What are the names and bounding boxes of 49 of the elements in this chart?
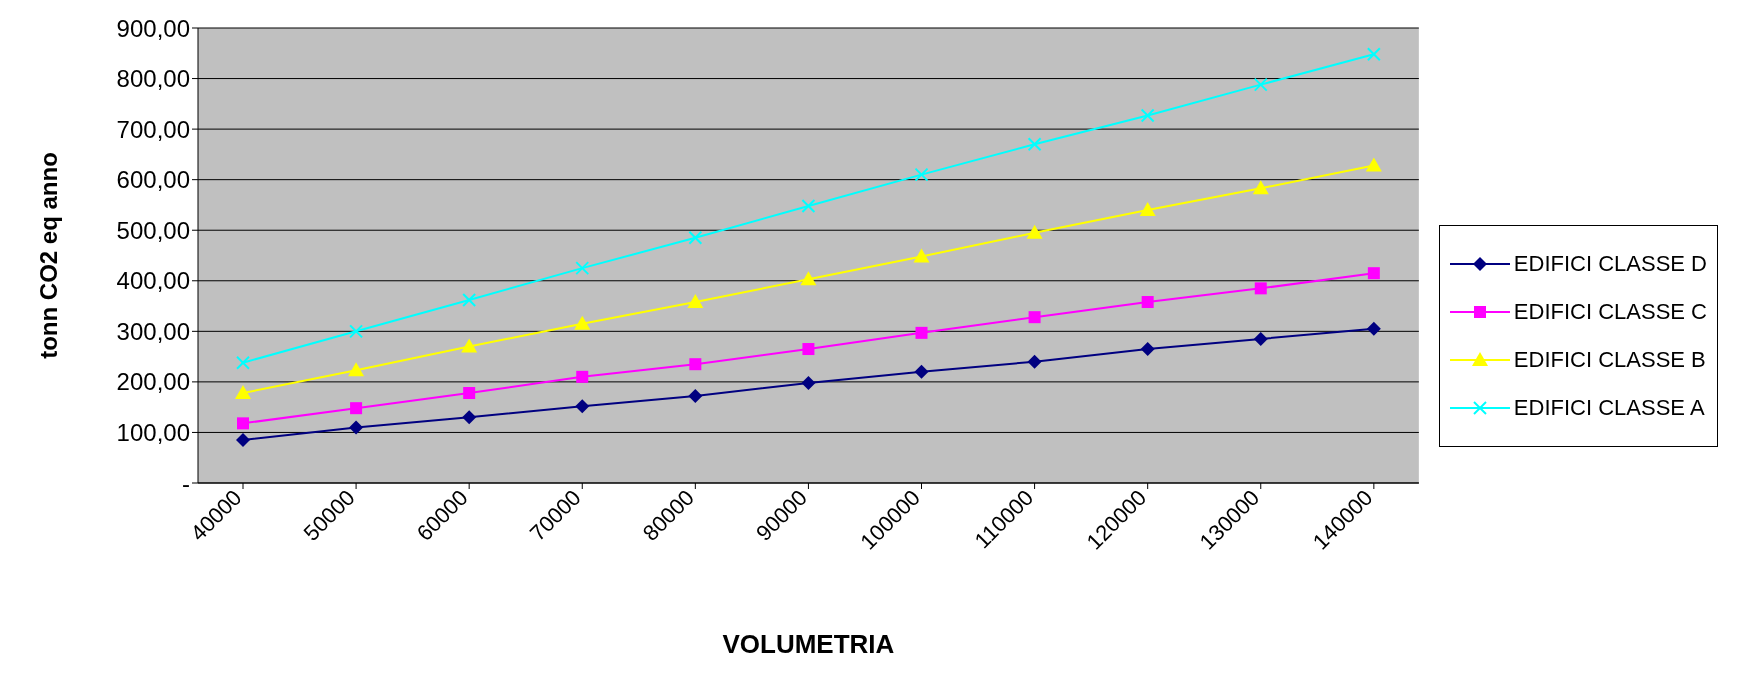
point (1139, 202, 1156, 216)
legend-label: EDIFICI CLASSE C (1513, 298, 1707, 325)
point (1253, 331, 1268, 346)
point (1366, 321, 1381, 336)
point (689, 358, 702, 371)
point (915, 326, 928, 339)
point (1367, 267, 1380, 280)
y-tick-label: 100,00 (116, 418, 190, 446)
point (1365, 157, 1382, 172)
y-tick-label: 700,00 (116, 115, 190, 143)
y-axis-title: tonn CO2 eq anno (34, 152, 62, 359)
point (1028, 311, 1041, 324)
point (576, 370, 589, 383)
point (1141, 296, 1154, 309)
x-axis-title: VOLUMETRIA (722, 629, 895, 659)
point (1252, 180, 1269, 195)
y-tick-label: 500,00 (116, 216, 190, 244)
point (349, 420, 364, 435)
point (350, 402, 363, 415)
point (237, 417, 249, 430)
point (236, 433, 250, 448)
point (801, 375, 816, 390)
legend-label: EDIFICI CLASSE B (1513, 346, 1706, 373)
point (348, 362, 365, 377)
y-tick-label: 200,00 (116, 368, 190, 396)
point (462, 410, 477, 425)
y-tick-label: 800,00 (116, 65, 190, 93)
point (913, 248, 930, 263)
legend-label: EDIFICI CLASSE D (1513, 250, 1707, 277)
y-tick-label: 400,00 (116, 267, 190, 295)
point (687, 294, 704, 309)
point (1027, 354, 1042, 369)
point (914, 364, 929, 379)
point (1026, 224, 1043, 239)
point (1254, 282, 1267, 295)
point (574, 315, 591, 330)
legend-label: EDIFICI CLASSE A (1513, 394, 1705, 421)
point (802, 343, 815, 356)
point (463, 387, 476, 400)
y-tick-label: 900,00 (116, 14, 190, 42)
point (575, 399, 590, 414)
y-tick-label: - (182, 469, 190, 497)
point (1140, 342, 1155, 357)
point (461, 338, 478, 353)
y-tick-label: 600,00 (116, 166, 190, 194)
y-tick-label: 300,00 (116, 317, 190, 345)
point (688, 389, 703, 404)
point (800, 271, 817, 286)
point (235, 385, 251, 400)
